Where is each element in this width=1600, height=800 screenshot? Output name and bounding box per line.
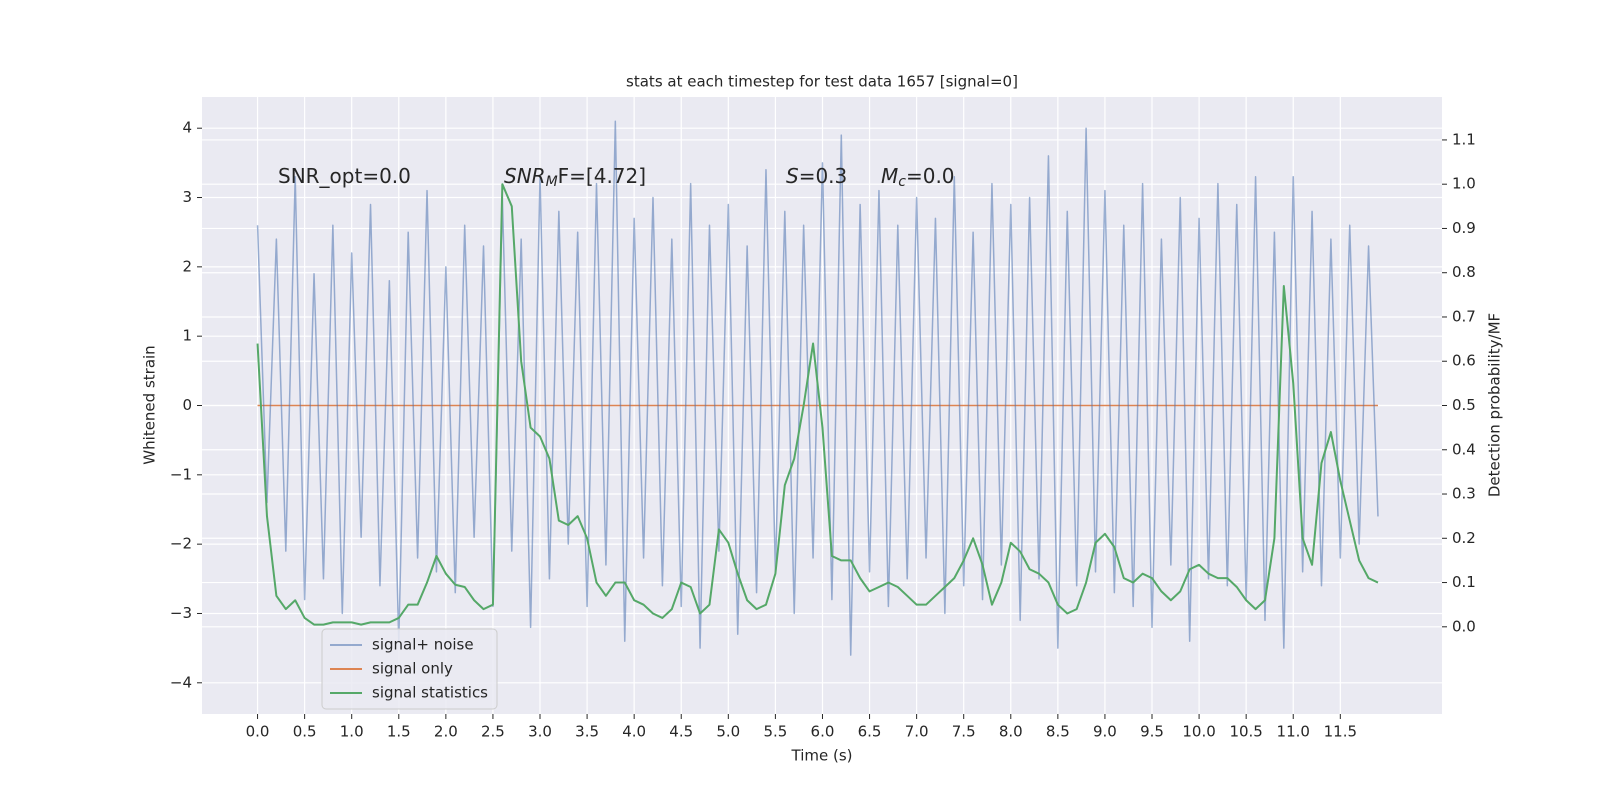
x-tick-label: 4.0 bbox=[622, 723, 646, 741]
y2-tick-label: 0.0 bbox=[1452, 617, 1476, 635]
x-axis-label: Time (s) bbox=[791, 747, 853, 765]
y2-tick-label: 1.0 bbox=[1452, 175, 1476, 193]
x-tick-label: 3.5 bbox=[575, 723, 599, 741]
y2-tick-label: 0.7 bbox=[1452, 307, 1476, 325]
x-tick-label: 10.5 bbox=[1229, 723, 1262, 741]
x-tick-label: 11.0 bbox=[1277, 723, 1310, 741]
y-axis-label: Whitened strain bbox=[141, 345, 159, 464]
legend-label: signal+ noise bbox=[372, 636, 474, 654]
x-tick-label: 6.0 bbox=[811, 723, 835, 741]
y2-axis-label: Detection probability/MF bbox=[1486, 313, 1504, 497]
x-tick-label: 10.0 bbox=[1182, 723, 1215, 741]
y2-tick-label: 0.3 bbox=[1452, 485, 1476, 503]
annotation-text: =0.0 bbox=[906, 164, 955, 188]
x-tick-label: 9.5 bbox=[1140, 723, 1164, 741]
y2-tick-label: 0.8 bbox=[1452, 263, 1476, 281]
x-tick-label: 8.0 bbox=[999, 723, 1023, 741]
y-tick-label: 4 bbox=[182, 119, 192, 137]
annotation-text: F=[4.72] bbox=[558, 164, 646, 188]
y-tick-label: −4 bbox=[170, 673, 192, 691]
y2-tick-label: 0.9 bbox=[1452, 219, 1476, 237]
y-tick-label: 0 bbox=[182, 396, 192, 414]
x-tick-label: 11.5 bbox=[1324, 723, 1357, 741]
y-tick-label: 3 bbox=[182, 188, 192, 206]
y-tick-label: 2 bbox=[182, 257, 192, 275]
x-tick-label: 5.5 bbox=[763, 723, 787, 741]
annotation-sub: c bbox=[898, 174, 906, 190]
series-line bbox=[256, 120, 1379, 656]
x-tick-label: 5.0 bbox=[716, 723, 740, 741]
y2-tick-label: 0.4 bbox=[1452, 440, 1476, 458]
annotation-math: SNR bbox=[504, 164, 546, 188]
x-tick-label: 8.5 bbox=[1046, 723, 1070, 741]
y-tick-label: 1 bbox=[182, 327, 192, 345]
annotation-sub: M bbox=[546, 174, 558, 190]
y-tick-label: −2 bbox=[170, 535, 192, 553]
legend-label: signal only bbox=[372, 660, 453, 678]
annotation: S=0.3 bbox=[786, 164, 847, 188]
x-tick-label: 9.0 bbox=[1093, 723, 1117, 741]
x-tick-label: 0.0 bbox=[246, 723, 270, 741]
x-tick-label: 6.5 bbox=[858, 723, 882, 741]
legend-label: signal statistics bbox=[372, 684, 488, 702]
series-line bbox=[256, 183, 1379, 626]
x-tick-label: 7.5 bbox=[952, 723, 976, 741]
annotation: SNR_opt=0.0 bbox=[278, 164, 411, 188]
x-tick-label: 2.5 bbox=[481, 723, 505, 741]
y2-tick-label: 0.5 bbox=[1452, 396, 1476, 414]
x-tick-label: 1.5 bbox=[387, 723, 411, 741]
y-tick-label: −3 bbox=[170, 604, 192, 622]
y2-tick-label: 0.6 bbox=[1452, 352, 1476, 370]
x-tick-label: 2.0 bbox=[434, 723, 458, 741]
annotation: Mc=0.0 bbox=[881, 164, 955, 191]
annotation-math: M bbox=[881, 164, 898, 188]
x-tick-label: 1.0 bbox=[340, 723, 364, 741]
y-tick-label: −1 bbox=[170, 465, 192, 483]
y2-tick-label: 0.1 bbox=[1452, 573, 1476, 591]
chart-title: stats at each timestep for test data 165… bbox=[626, 73, 1018, 91]
annotation: SNRMF=[4.72] bbox=[504, 164, 646, 191]
x-tick-label: 0.5 bbox=[293, 723, 317, 741]
x-tick-label: 3.0 bbox=[528, 723, 552, 741]
x-tick-label: 4.5 bbox=[669, 723, 693, 741]
legend-box bbox=[321, 628, 498, 710]
annotation-math: S bbox=[786, 164, 799, 188]
x-tick-label: 7.0 bbox=[905, 723, 929, 741]
annotation-text: SNR_opt=0.0 bbox=[278, 164, 411, 188]
y2-tick-label: 0.2 bbox=[1452, 529, 1476, 547]
annotation-text: =0.3 bbox=[799, 164, 848, 188]
y2-tick-label: 1.1 bbox=[1452, 130, 1476, 148]
